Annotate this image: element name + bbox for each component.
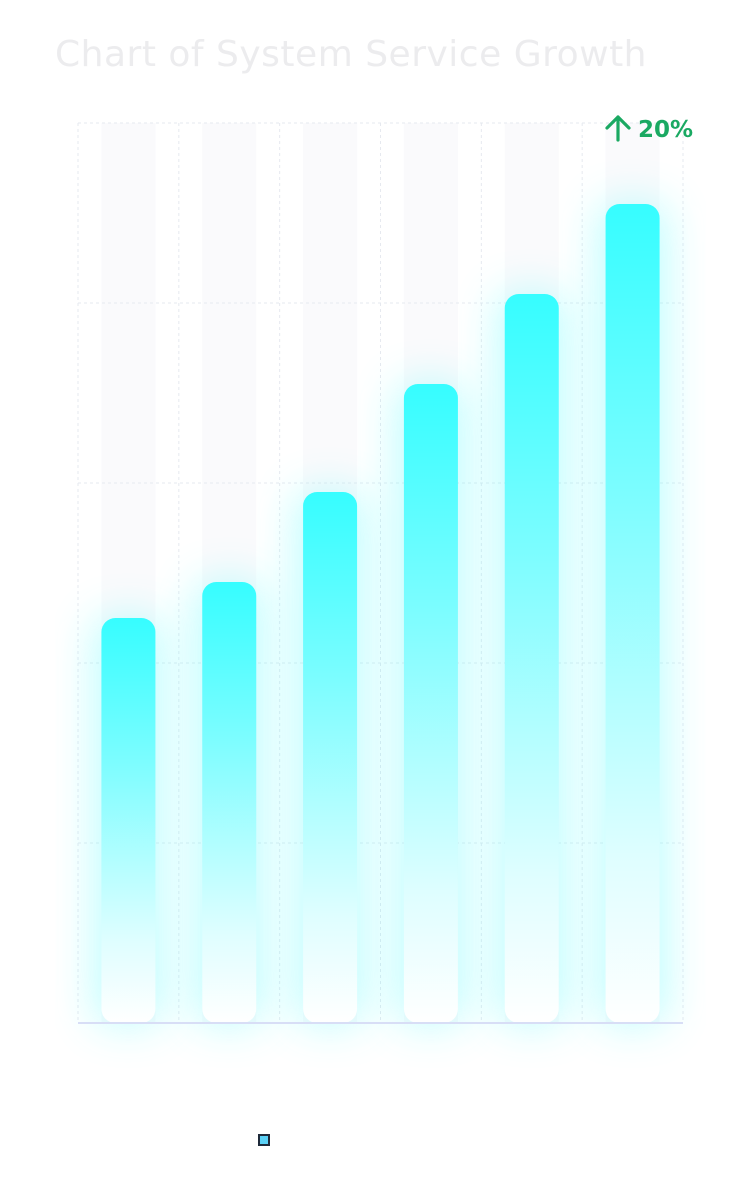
- bars: [101, 204, 660, 1023]
- bar: [605, 204, 660, 1023]
- bar: [101, 618, 156, 1023]
- growth-annotation: 20%: [605, 115, 693, 143]
- legend: [258, 1134, 278, 1146]
- chart-title: Chart of System Service Growth: [55, 34, 648, 75]
- bar-glow: [95, 204, 666, 1023]
- legend-swatch: [258, 1134, 270, 1146]
- gridlines: [77, 122, 684, 1024]
- bar: [202, 582, 257, 1023]
- growth-annotation-text: 20%: [638, 117, 693, 143]
- bar: [504, 294, 559, 1023]
- arrow-up-icon: [605, 115, 631, 142]
- bar: [403, 384, 458, 1023]
- bar: [303, 492, 358, 1023]
